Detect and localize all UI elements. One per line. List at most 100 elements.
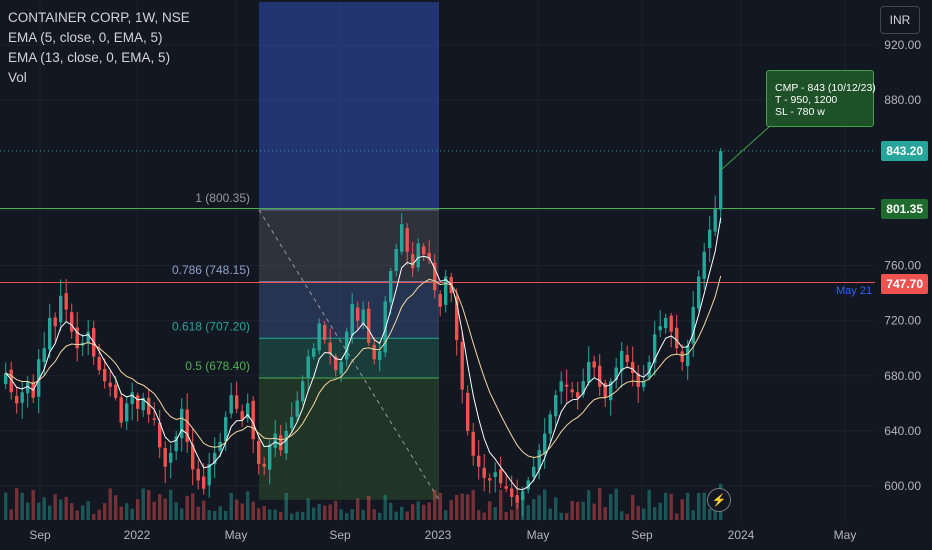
fib-zone-4 <box>259 377 439 500</box>
candle-body <box>240 411 244 420</box>
candle-body <box>719 151 723 210</box>
ema5-legend[interactable]: EMA (5, close, 0, EMA, 5) <box>8 30 163 45</box>
volume-bar <box>130 508 134 520</box>
volume-bar <box>460 493 464 520</box>
candle-body <box>251 400 255 440</box>
candle-body <box>708 229 712 249</box>
volume-bar <box>31 489 35 520</box>
candle-body <box>653 334 657 363</box>
candle-body <box>405 228 409 252</box>
volume-bar <box>229 492 233 520</box>
time-axis: Sep 2022 May Sep 2023 May Sep 2024 May <box>29 528 856 542</box>
volume-bar <box>653 506 657 520</box>
volume-bar <box>686 492 690 520</box>
ema13-legend[interactable]: EMA (13, close, 0, EMA, 5) <box>8 50 171 65</box>
volume-bar <box>372 509 376 520</box>
time-tick-label: Sep <box>29 528 51 542</box>
volume-bar <box>180 508 184 520</box>
candle-body <box>268 444 272 470</box>
level-green-label: 801.35 <box>881 199 928 219</box>
volume-bar <box>625 513 629 520</box>
candle-body <box>416 243 420 268</box>
candle-body <box>488 478 492 481</box>
candle-body <box>158 422 162 448</box>
lightning-icon[interactable]: ⚡ <box>707 488 731 512</box>
volume-bar <box>37 502 41 520</box>
volume-bar <box>411 504 415 520</box>
candle-body <box>64 293 68 310</box>
candle-body <box>70 312 74 332</box>
symbol-title[interactable]: CONTAINER CORP, 1W, NSE <box>8 10 190 25</box>
annotation-line1: CMP - 843 (10/12/23) <box>775 82 876 94</box>
candle-body <box>636 373 640 387</box>
volume-bar <box>383 494 387 520</box>
volume-bar <box>317 503 321 520</box>
chart-legend: CONTAINER CORP, 1W, NSE EMA (5, close, 0… <box>8 8 190 88</box>
candle-body <box>108 382 112 387</box>
candle-body <box>196 468 200 481</box>
candle-body <box>235 395 239 409</box>
volume-bar <box>185 495 189 520</box>
volume-bar <box>48 505 52 520</box>
volume-bar <box>405 511 409 520</box>
candle-body <box>350 304 354 336</box>
volume-bar <box>416 501 420 520</box>
ema13-line <box>5 275 722 459</box>
candle-body <box>438 294 442 307</box>
volume-bar <box>339 509 343 520</box>
volume-bar <box>361 509 365 520</box>
fib-zone-1 <box>259 209 439 282</box>
candle-body <box>493 472 497 477</box>
candle-body <box>53 317 57 327</box>
volume-bar <box>477 510 481 520</box>
candle-body <box>312 348 316 357</box>
candle-body <box>581 381 585 395</box>
candle-body <box>466 392 470 431</box>
volume-bar <box>526 505 530 520</box>
volume-legend[interactable]: Vol <box>8 70 27 85</box>
trade-annotation[interactable]: CMP - 843 (10/12/23) T - 950, 1200 SL - … <box>766 70 876 127</box>
candle-body <box>169 452 173 463</box>
candle-body <box>400 224 404 252</box>
time-tick-label: Sep <box>329 528 351 542</box>
volume-bar <box>240 503 244 520</box>
annotation-line3: SL - 780 w <box>775 106 825 118</box>
candle-body <box>262 463 266 467</box>
candle-body <box>433 262 437 291</box>
candle-body <box>224 417 228 442</box>
level-red-label: 747.70 <box>881 274 928 294</box>
candle-body <box>427 252 431 260</box>
candle-body <box>273 433 277 448</box>
volume-bar <box>235 499 239 520</box>
candle-body <box>625 354 629 362</box>
currency-button[interactable]: INR <box>880 6 920 34</box>
volume-bar <box>97 509 101 520</box>
candle-body <box>675 327 679 349</box>
candle-body <box>647 361 651 378</box>
candle-body <box>444 276 448 305</box>
candle-body <box>697 276 701 309</box>
volume-bar <box>422 504 426 520</box>
volume-bar <box>433 489 437 520</box>
volume-bar <box>262 505 266 520</box>
candle-body <box>658 326 662 331</box>
price-tick-label: 640.00 <box>884 424 921 438</box>
volume-bar <box>191 493 195 520</box>
volume-bar <box>9 509 13 520</box>
volume-bar <box>537 495 541 520</box>
fib-label: 0.786 (748.15) <box>172 263 250 277</box>
candle-body <box>328 342 332 354</box>
volume-bar <box>499 489 503 520</box>
volume-bar <box>42 497 46 520</box>
volume-bar <box>647 489 651 520</box>
volume-bar <box>169 489 173 520</box>
volume-bar <box>515 501 519 520</box>
candle-body <box>680 351 684 362</box>
candle-body <box>713 208 717 232</box>
candle-body <box>372 344 376 360</box>
volume-bar <box>702 492 706 520</box>
candle-body <box>422 246 426 255</box>
candle-body <box>114 384 118 398</box>
volume-bar <box>488 501 492 520</box>
